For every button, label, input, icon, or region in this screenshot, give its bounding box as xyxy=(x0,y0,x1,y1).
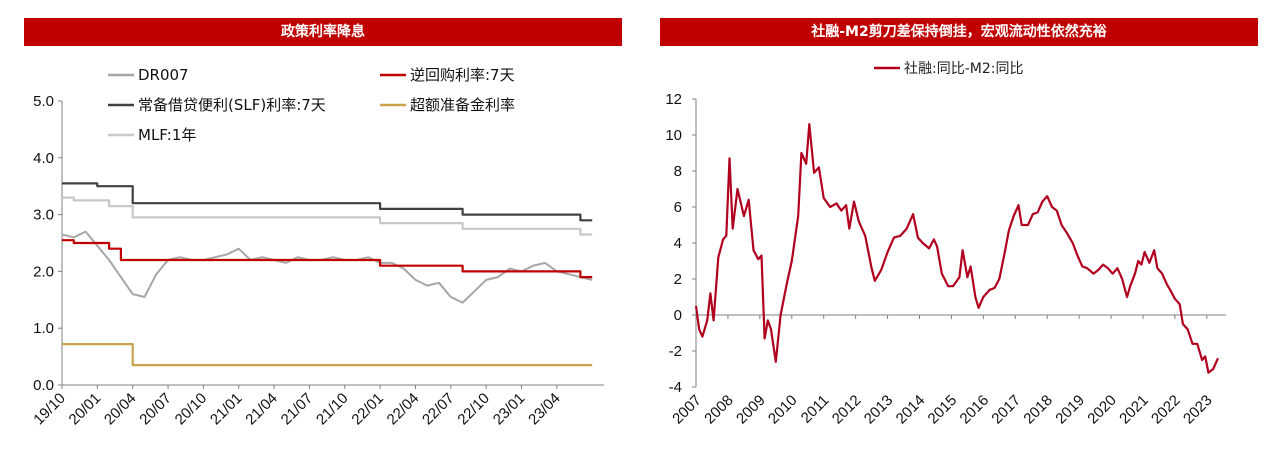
x-tick-label: 2007 xyxy=(669,392,705,428)
y-tick-label: 10 xyxy=(665,127,682,144)
y-tick-label: 4 xyxy=(674,235,682,252)
x-tick-label: 23/04 xyxy=(525,390,564,429)
x-tick-label: 23/01 xyxy=(490,390,529,429)
y-tick-label: 8 xyxy=(674,163,682,180)
y-tick-label: -4 xyxy=(669,379,682,396)
x-tick-label: 2018 xyxy=(1020,392,1056,428)
x-tick-label: 2015 xyxy=(925,392,961,428)
legend-label: 逆回购利率:7天 xyxy=(410,66,515,84)
x-tick-label: 2010 xyxy=(765,392,801,428)
legend-label: 社融:同比-M2:同比 xyxy=(904,61,1023,77)
x-tick-label: 2021 xyxy=(1116,392,1152,428)
x-tick-label: 22/07 xyxy=(419,390,458,429)
x-tick-label: 22/01 xyxy=(348,390,387,429)
y-tick-label: 6 xyxy=(674,199,682,216)
tsf-m2-gap-chart: -4-2024681012200720082009201020112012201… xyxy=(665,61,1226,428)
x-tick-label: 2020 xyxy=(1084,392,1120,428)
y-tick-label: -2 xyxy=(669,343,682,360)
x-tick-label: 2019 xyxy=(1052,392,1088,428)
y-tick-label: 3.0 xyxy=(33,207,54,224)
x-tick-label: 2012 xyxy=(829,392,865,428)
y-tick-label: 4.0 xyxy=(33,150,54,167)
series-line xyxy=(694,123,1220,374)
x-tick-label: 20/01 xyxy=(66,390,105,429)
x-tick-label: 22/04 xyxy=(384,390,423,429)
legend-label: 超额准备金利率 xyxy=(410,96,515,114)
x-tick-label: 21/07 xyxy=(278,390,317,429)
x-tick-label: 2017 xyxy=(988,392,1024,428)
x-tick-label: 21/01 xyxy=(207,390,246,429)
x-tick-label: 2013 xyxy=(861,392,897,428)
chart-title: 社融-M2剪刀差保持倒挂，宏观流动性依然充裕 xyxy=(660,18,1258,46)
y-tick-label: 5.0 xyxy=(33,93,54,110)
y-tick-label: 2 xyxy=(674,271,682,288)
x-tick-label: 2022 xyxy=(1148,392,1184,428)
x-tick-label: 2008 xyxy=(701,392,737,428)
chart-title: 政策利率降息 xyxy=(24,18,622,46)
series-line xyxy=(62,196,593,236)
x-tick-label: 2009 xyxy=(733,392,769,428)
y-tick-label: 2.0 xyxy=(33,263,54,280)
y-tick-label: 1.0 xyxy=(33,320,54,337)
x-tick-label: 20/04 xyxy=(101,390,140,429)
y-tick-label: 0 xyxy=(674,307,682,324)
x-tick-label: 2011 xyxy=(798,392,833,427)
x-tick-label: 20/10 xyxy=(172,390,211,429)
x-tick-label: 2014 xyxy=(893,392,929,428)
chart-panel-policy-rates: 政策利率降息 0.0 1.0 2.0 3.0 4.0 5.0 19/10 20/01 20/04… xyxy=(24,0,622,460)
y-tick-label: 0.0 xyxy=(33,377,54,394)
x-tick-label: 21/10 xyxy=(313,390,352,429)
x-tick-label: 21/04 xyxy=(242,390,281,429)
x-tick-label: 20/07 xyxy=(136,390,175,429)
legend-label: MLF:1年 xyxy=(138,126,196,144)
legend-label: DR007 xyxy=(138,66,189,84)
series-line xyxy=(62,343,593,367)
series-line xyxy=(61,230,593,304)
legend-label: 常备借贷便利(SLF)利率:7天 xyxy=(138,96,326,114)
y-tick-label: 12 xyxy=(665,91,682,108)
x-tick-label: 19/10 xyxy=(30,390,69,429)
chart-panel-tsf-m2-gap: 社融-M2剪刀差保持倒挂，宏观流动性依然充裕 -4 -2 0 2 4 6 8 10 12 2007… xyxy=(660,0,1258,460)
series-line xyxy=(62,182,593,222)
x-tick-label: 22/10 xyxy=(454,390,493,429)
x-tick-label: 2016 xyxy=(957,392,993,428)
series-line xyxy=(62,239,593,279)
policy-rates-chart: 0.0 1.0 2.0 3.0 4.0 5.0 19/1020/0120/0420/0720… xyxy=(30,66,604,429)
x-tick-label: 2023 xyxy=(1180,392,1216,428)
